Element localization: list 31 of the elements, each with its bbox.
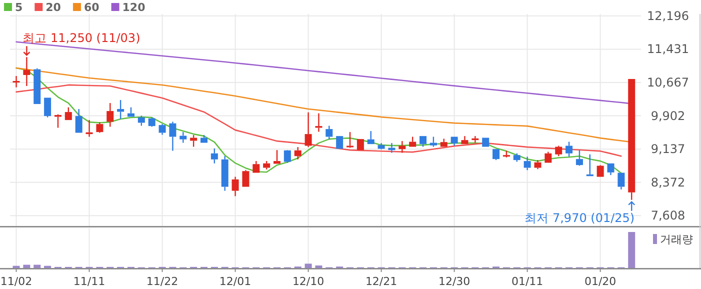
bar — [304, 264, 312, 268]
y-tick-label: 9,902 — [650, 108, 686, 123]
x-tick-label: 11/11 — [73, 275, 106, 288]
x-tick-label: 12/21 — [365, 275, 398, 288]
x-tick-label: 12/01 — [219, 275, 252, 288]
annotation-high: 최고 11,250 (11/03) — [22, 31, 140, 56]
annotation: 최저 7,970 (01/25) — [524, 210, 635, 225]
y-tick-label: 11,431 — [647, 42, 689, 56]
y-tick-label: 7,608 — [650, 208, 686, 223]
annotation-low: 최저 7,970 (01/25) — [524, 201, 636, 225]
legend-label: 120 — [122, 1, 146, 14]
bar — [34, 264, 41, 268]
legend-label: 60 — [84, 1, 100, 14]
annotation: 최고 11,250 (11/03) — [22, 31, 140, 46]
x-tick-label: 12/10 — [292, 275, 324, 288]
y-tick-label: 12,196 — [647, 8, 689, 23]
x-tick-label: 01/20 — [584, 275, 616, 288]
legend: 거래량 — [653, 233, 693, 246]
legend-label: 5 — [15, 1, 23, 14]
x-tick-label: 12/30 — [438, 275, 470, 288]
y-tick-label: 9,137 — [650, 142, 686, 156]
y-tick-label: 8,372 — [650, 175, 686, 190]
legend-label: 거래량 — [660, 233, 693, 246]
x-tick-label: 11/22 — [146, 275, 178, 288]
legend-label: 20 — [46, 1, 62, 14]
x-tick-label: 11/02 — [0, 275, 32, 288]
x-tick-label: 01/11 — [511, 275, 544, 288]
bar — [23, 264, 30, 268]
bar — [315, 265, 322, 268]
bar — [628, 232, 636, 268]
y-tick-label: 10,667 — [647, 75, 689, 90]
